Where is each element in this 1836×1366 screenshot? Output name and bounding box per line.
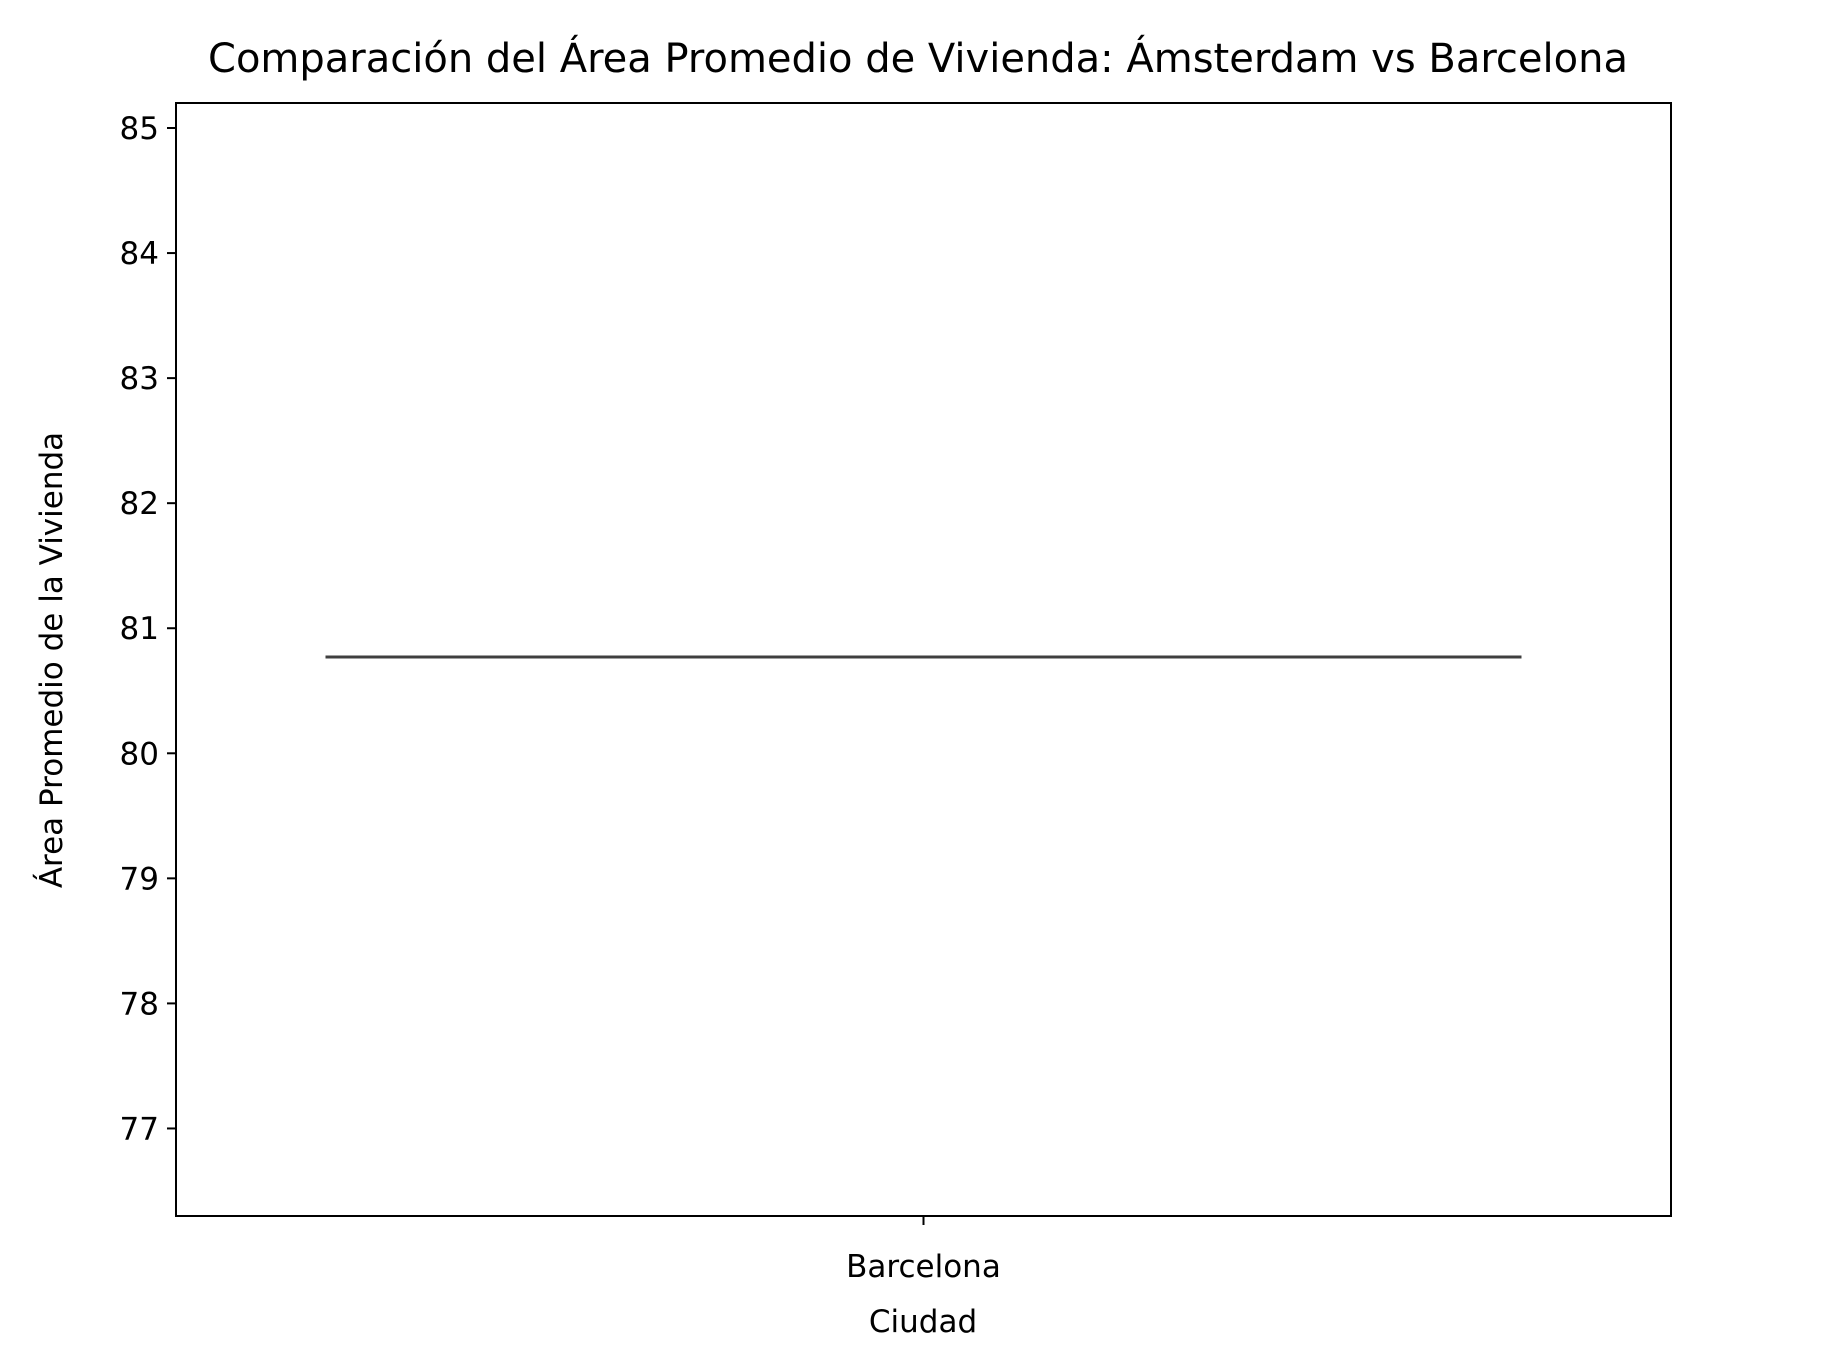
y-tick-label: 82 <box>120 486 159 522</box>
y-tick-label: 79 <box>120 861 159 897</box>
y-axis: 77 78 79 80 81 82 83 84 85 <box>120 111 176 1147</box>
y-tick-label: 84 <box>120 236 159 272</box>
plot-area <box>175 102 1672 1217</box>
y-axis-label: Área Promedio de la Vivienda <box>34 432 70 888</box>
x-tick-label: Barcelona <box>846 1249 1001 1285</box>
y-tick-label: 77 <box>120 1111 159 1147</box>
chart-title: Comparación del Área Promedio de Viviend… <box>208 34 1628 82</box>
x-axis: Barcelona <box>846 1216 1001 1285</box>
y-tick-label: 78 <box>120 986 159 1022</box>
x-axis-label: Ciudad <box>869 1304 977 1340</box>
y-tick-label: 81 <box>120 611 159 647</box>
y-tick-label: 85 <box>120 111 159 147</box>
y-tick-label: 83 <box>120 361 159 397</box>
y-tick-label: 80 <box>120 736 159 772</box>
